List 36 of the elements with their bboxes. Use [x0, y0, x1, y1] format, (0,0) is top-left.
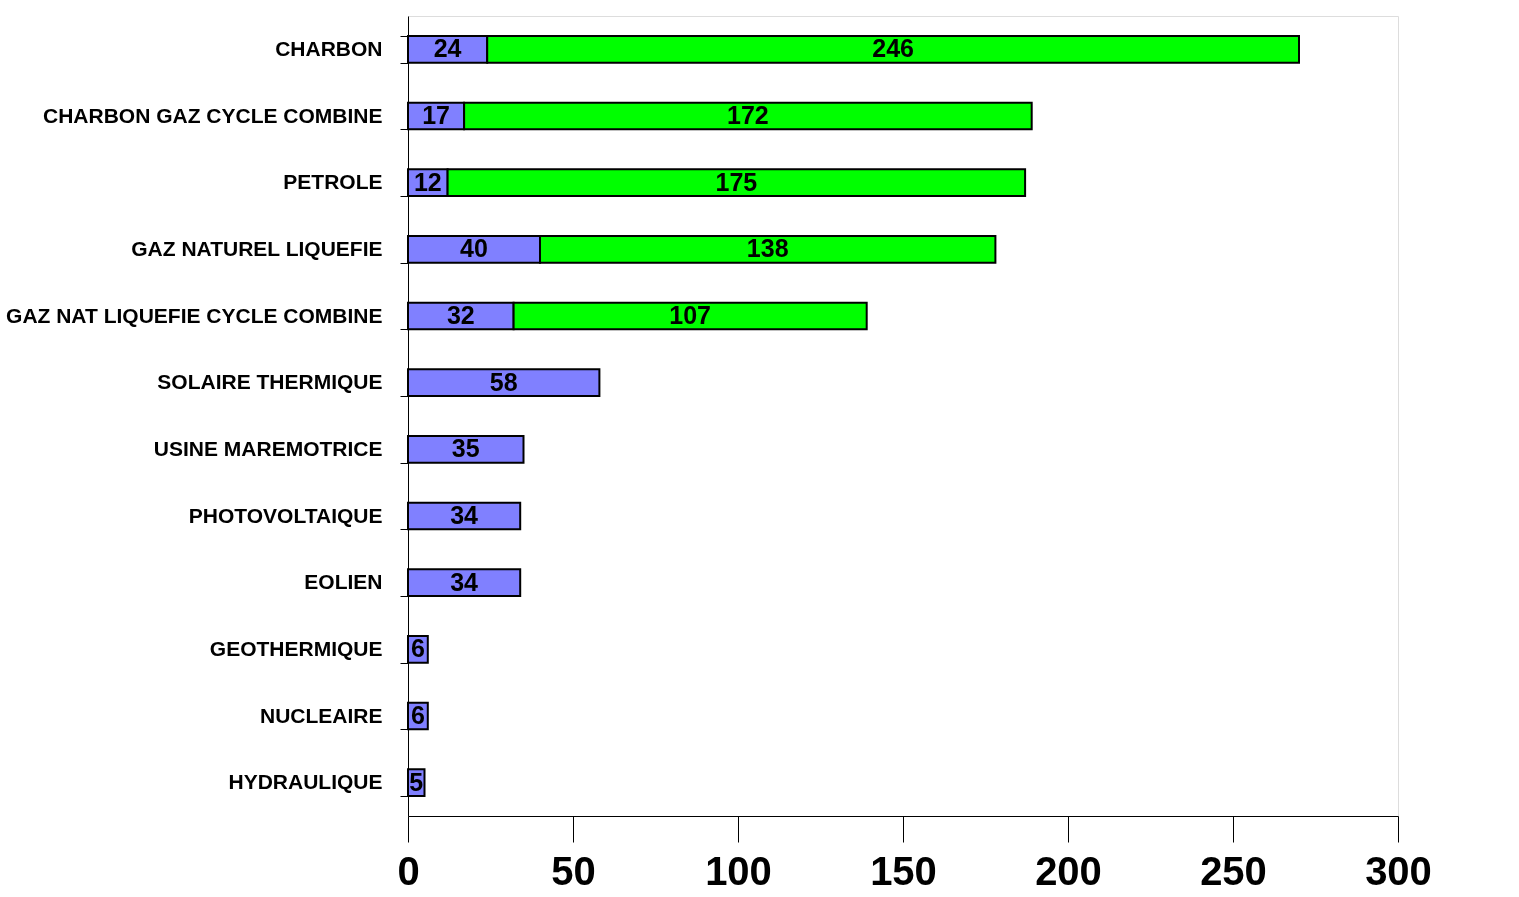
- x-tick-label: 150: [870, 848, 937, 893]
- data-label: 34: [450, 567, 479, 596]
- x-tick-label: 0: [397, 848, 420, 893]
- x-tick-label: 300: [1365, 848, 1432, 893]
- y-tick-label: SOLAIRE THERMIQUE: [157, 370, 383, 394]
- data-label: 5: [409, 767, 424, 796]
- data-label: 40: [460, 234, 488, 263]
- y-tick-label: HYDRAULIQUE: [228, 770, 383, 794]
- x-tick-label: 100: [705, 848, 772, 893]
- data-label: 6: [410, 701, 425, 729]
- y-tick-label: USINE MAREMOTRICE: [153, 436, 383, 460]
- y-tick-label: CHARBON GAZ CYCLE COMBINE: [43, 103, 383, 127]
- data-label: 34: [450, 501, 479, 529]
- x-tick-label: 200: [1035, 848, 1102, 893]
- data-label: 172: [727, 101, 769, 129]
- y-tick-label: NUCLEAIRE: [259, 703, 383, 727]
- y-tick-label: PHOTOVOLTAIQUE: [188, 503, 383, 527]
- data-label: 24: [433, 34, 462, 63]
- data-label: 12: [413, 167, 442, 196]
- x-tick-label: 250: [1200, 848, 1267, 893]
- data-label: 175: [715, 167, 758, 196]
- data-label: 32: [446, 301, 475, 329]
- y-tick-label: GAZ NAT LIQUEFIE CYCLE COMBINE: [6, 303, 383, 327]
- y-tick-label: EOLIEN: [304, 570, 383, 594]
- x-tick-label: 50: [551, 848, 596, 893]
- data-label: 107: [669, 301, 712, 329]
- data-label: 246: [872, 34, 914, 63]
- data-label: 6: [410, 634, 425, 663]
- y-tick-label: CHARBON: [275, 36, 383, 60]
- data-label: 138: [746, 234, 789, 263]
- data-label: 58: [489, 367, 518, 396]
- y-tick-label: GEOTHERMIQUE: [209, 636, 383, 660]
- y-tick-label: PETROLE: [283, 170, 383, 194]
- data-label: 17: [422, 101, 450, 129]
- data-label: 35: [451, 434, 480, 463]
- y-tick-label: GAZ NATUREL LIQUEFIE: [131, 236, 383, 260]
